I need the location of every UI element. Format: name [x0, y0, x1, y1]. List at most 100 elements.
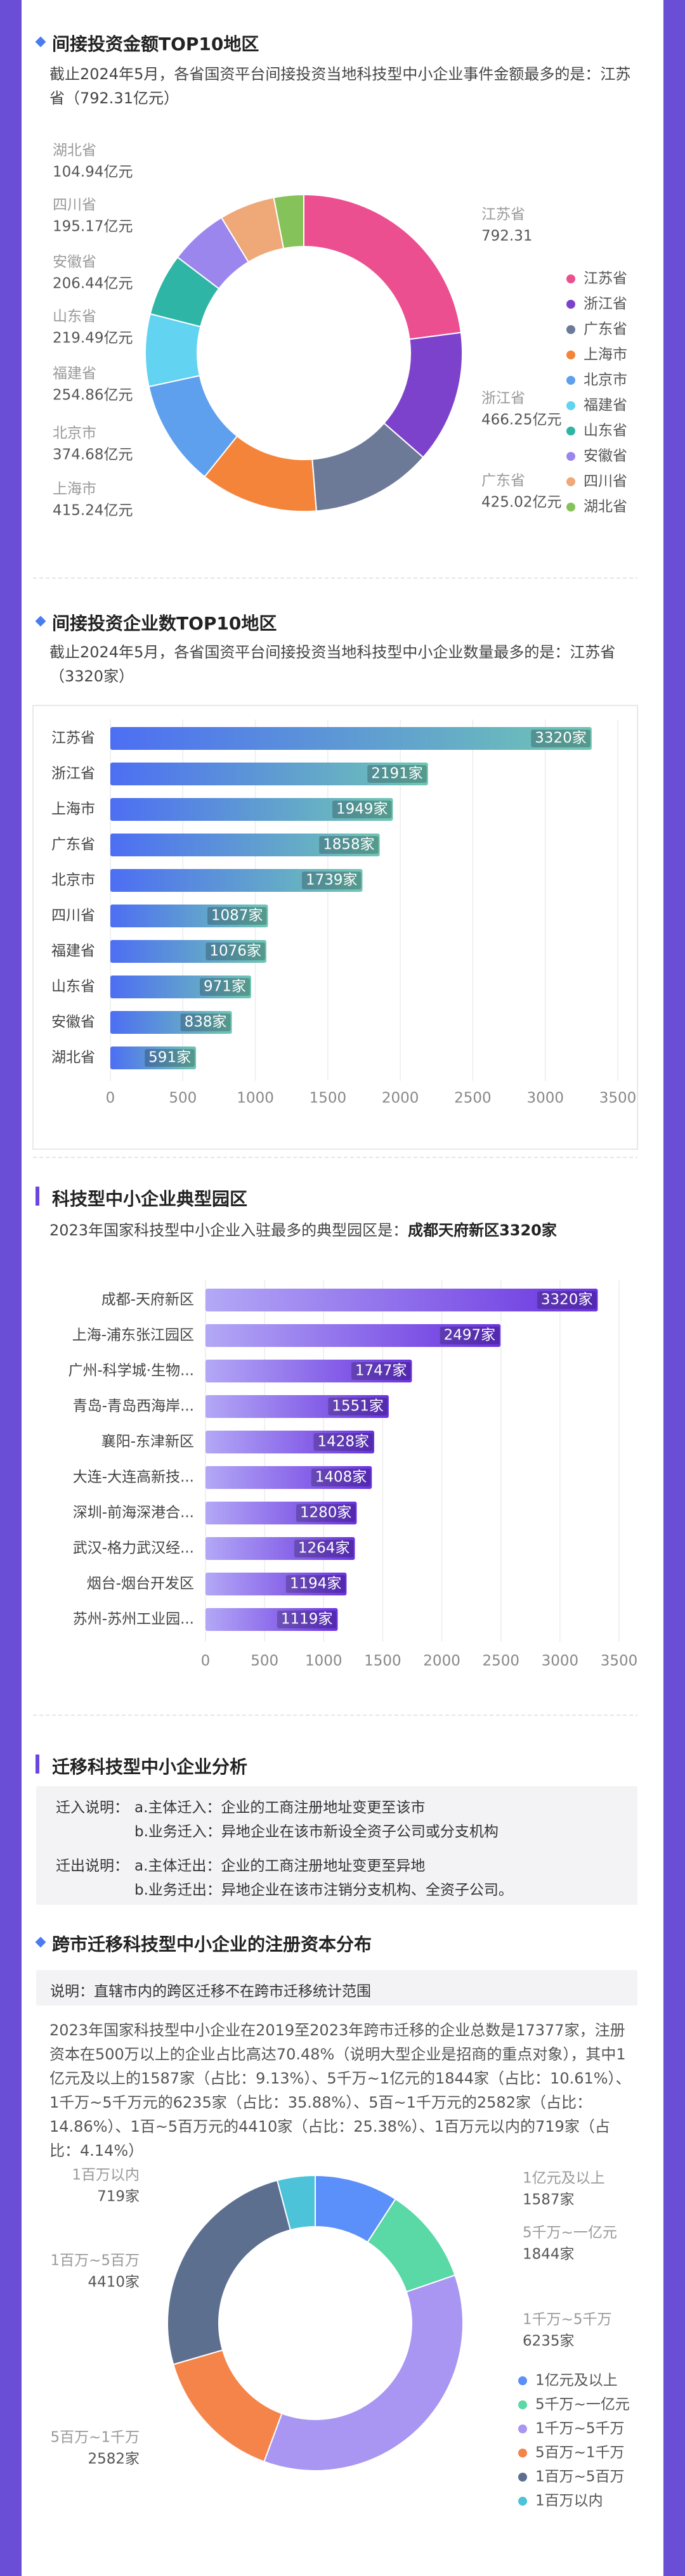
value-label: 1264家 [298, 1540, 350, 1557]
segment-label: 上海市 [53, 481, 96, 498]
group-item: a.主体迁出：企业的工商注册地址变更至异地 [134, 1858, 426, 1874]
group-item: b.业务迁入：异地企业在该市新设全资子公司或分支机构 [134, 1824, 499, 1840]
legend-dot [566, 401, 575, 410]
legend-label: 上海市 [584, 347, 627, 363]
legend-label: 浙江省 [584, 296, 627, 312]
segment-value: 2582家 [88, 2451, 140, 2468]
value-label: 1858家 [323, 837, 375, 853]
segment-label: 湖北省 [53, 143, 96, 159]
segment-label: 1亿元及以上 [523, 2170, 605, 2187]
value-badge [351, 1362, 411, 1380]
y-tick-label: 上海市 [51, 801, 95, 818]
segment-label: 广东省 [481, 473, 525, 489]
segment-value: 425.02亿元 [481, 494, 561, 511]
segment-label: 1千万~5千万 [523, 2312, 612, 2328]
legend-label: 广东省 [584, 321, 627, 338]
value-badge [440, 1327, 500, 1344]
value-badge [328, 1398, 388, 1415]
legend-dot [566, 452, 575, 461]
y-tick-label: 四川省 [51, 908, 95, 924]
value-badge [277, 1611, 337, 1628]
legend-label: 1亿元及以上 [535, 2373, 618, 2389]
value-label: 838家 [185, 1014, 227, 1031]
legend-dot [566, 274, 575, 283]
y-tick-label: 大连-大连高新技... [73, 1469, 194, 1486]
x-tick-label: 2000 [382, 1090, 419, 1107]
segment-label: 福建省 [53, 366, 96, 382]
value-label: 2497家 [444, 1327, 496, 1344]
section-title: 迁移科技型中小企业分析 [52, 1756, 248, 1777]
value-label: 3320家 [535, 730, 587, 747]
segment-value: 219.49亿元 [53, 330, 133, 347]
section-title: 科技型中小企业典型园区 [52, 1188, 248, 1209]
x-tick-label: 2500 [482, 1653, 519, 1670]
legend-dot [566, 503, 575, 512]
bar [110, 727, 592, 750]
legend-label: 5百万~1千万 [535, 2445, 625, 2461]
segment-label: 山东省 [53, 309, 96, 325]
segment-value: 466.25亿元 [481, 412, 561, 428]
description: 2023年国家科技型中小企业入驻最多的典型园区是：成都天府新区3320家 [49, 1218, 639, 1242]
segment-label: 5千万~一亿元 [523, 2225, 617, 2241]
bar [206, 1608, 338, 1631]
legend-dot [566, 351, 575, 359]
value-badge [294, 1540, 354, 1557]
x-tick-label: 2000 [423, 1653, 460, 1670]
value-label: 1408家 [315, 1469, 367, 1486]
y-tick-label: 青岛-青岛西海岸... [73, 1398, 194, 1415]
bar [110, 905, 268, 927]
note-box: 说明：直辖市内的跨区迁移不在跨市迁移统计范围 [36, 1970, 637, 2006]
value-label: 3320家 [541, 1292, 593, 1308]
value-badge [311, 1469, 371, 1486]
legend-label: 福建省 [584, 397, 627, 414]
legend-dot [518, 2425, 527, 2433]
segment-value: 1844家 [523, 2246, 575, 2263]
segment-value: 206.44亿元 [53, 276, 133, 292]
value-badge [319, 836, 379, 854]
x-tick-label: 3500 [599, 1090, 637, 1107]
donut-segment [263, 2274, 464, 2471]
y-tick-label: 福建省 [51, 943, 95, 960]
y-tick-label: 浙江省 [51, 766, 95, 782]
legend-label: 四川省 [584, 473, 627, 490]
chart-panel [32, 705, 638, 1150]
value-badge [301, 872, 362, 889]
value-badge [180, 1014, 231, 1031]
x-tick-label: 0 [201, 1653, 211, 1670]
legend-label: 1百万~5百万 [535, 2469, 625, 2485]
segment-value: 4410家 [88, 2274, 140, 2291]
segment-value: 415.24亿元 [53, 503, 133, 519]
segment-value: 374.68亿元 [53, 447, 133, 463]
bar [110, 976, 251, 998]
y-tick-label: 上海-浦东张江园区 [72, 1327, 194, 1344]
y-tick-label: 成都-天府新区 [101, 1292, 194, 1308]
value-badge [531, 730, 590, 747]
legend-dot [566, 427, 575, 435]
value-label: 1076家 [209, 943, 261, 960]
y-tick-label: 苏州-苏州工业园... [73, 1611, 194, 1628]
section-icon [36, 1755, 39, 1774]
legend-dot [518, 2473, 527, 2482]
value-badge [285, 1575, 346, 1593]
segment-label: 四川省 [53, 197, 96, 214]
y-tick-label: 江苏省 [51, 730, 95, 747]
value-label: 1551家 [332, 1398, 384, 1415]
value-label: 1739家 [306, 872, 358, 889]
value-label: 1747家 [355, 1363, 407, 1379]
value-label: 971家 [204, 979, 246, 995]
legend-label: 安徽省 [584, 448, 627, 465]
value-label: 2191家 [371, 766, 423, 782]
value-label: 1428家 [317, 1434, 369, 1450]
bar [206, 1395, 389, 1418]
y-tick-label: 安徽省 [51, 1014, 95, 1031]
segment-label: 5百万~1千万 [50, 2430, 140, 2446]
bar [110, 1046, 197, 1069]
segment-value: 1587家 [523, 2192, 575, 2208]
value-badge [367, 765, 427, 783]
description: 截止2024年5月，各省国资平台间接投资当地科技型中小企业数量最多的是：江苏省（… [49, 643, 616, 685]
bar [206, 1537, 355, 1560]
segment-value: 792.31 [481, 228, 532, 245]
y-tick-label: 山东省 [51, 979, 95, 995]
